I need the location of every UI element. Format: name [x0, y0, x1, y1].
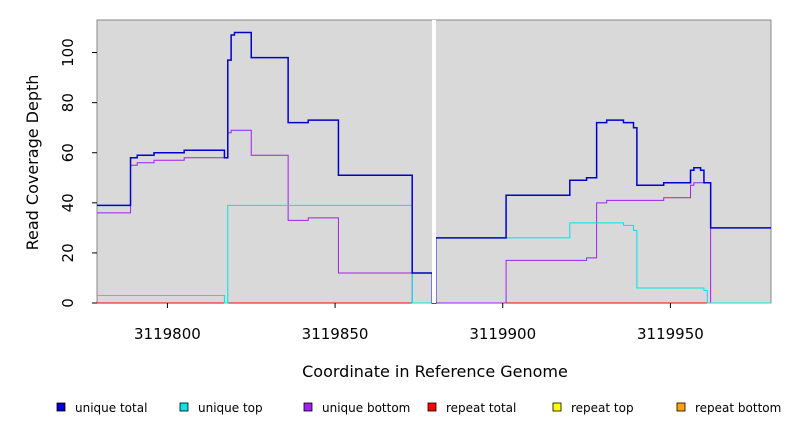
legend-label: repeat total [446, 401, 516, 415]
x-tick-label: 3119800 [134, 325, 201, 343]
series-unique-bottom-line [97, 129, 771, 304]
legend-item-repeat-top: repeat top [552, 401, 634, 415]
legend-item-repeat-bottom: repeat bottom [676, 401, 781, 415]
legend-swatch [427, 402, 437, 412]
y-tick-label: 40 [59, 193, 77, 212]
x-tick-label: 3119850 [302, 325, 369, 343]
series-unique-top-line [97, 204, 771, 304]
legend-item-unique-bottom: unique bottom [303, 401, 410, 415]
x-tick-label: 3119950 [637, 325, 704, 343]
legend-label: unique top [198, 401, 263, 415]
x-axis-title: Coordinate in Reference Genome [302, 362, 568, 381]
legend-swatch [56, 402, 66, 412]
legend-label: unique bottom [322, 401, 410, 415]
legend-label: unique total [75, 401, 147, 415]
legend-swatch [676, 402, 686, 412]
y-tick-label: 100 [59, 38, 77, 67]
legend-swatch [552, 402, 562, 412]
legend-swatch [303, 402, 313, 412]
legend-label: repeat top [571, 401, 634, 415]
x-tick-label: 3119900 [469, 325, 536, 343]
y-tick-label: 0 [59, 298, 77, 308]
legend-item-unique-total: unique total [56, 401, 147, 415]
y-tick-label: 60 [59, 143, 77, 162]
legend-item-repeat-total: repeat total [427, 401, 516, 415]
y-axis-title: Read Coverage Depth [23, 75, 42, 251]
legend-item-unique-top: unique top [179, 401, 263, 415]
legend-swatch [179, 402, 189, 412]
y-tick-label: 20 [59, 243, 77, 262]
y-tick-label: 80 [59, 93, 77, 112]
legend-label: repeat bottom [695, 401, 781, 415]
